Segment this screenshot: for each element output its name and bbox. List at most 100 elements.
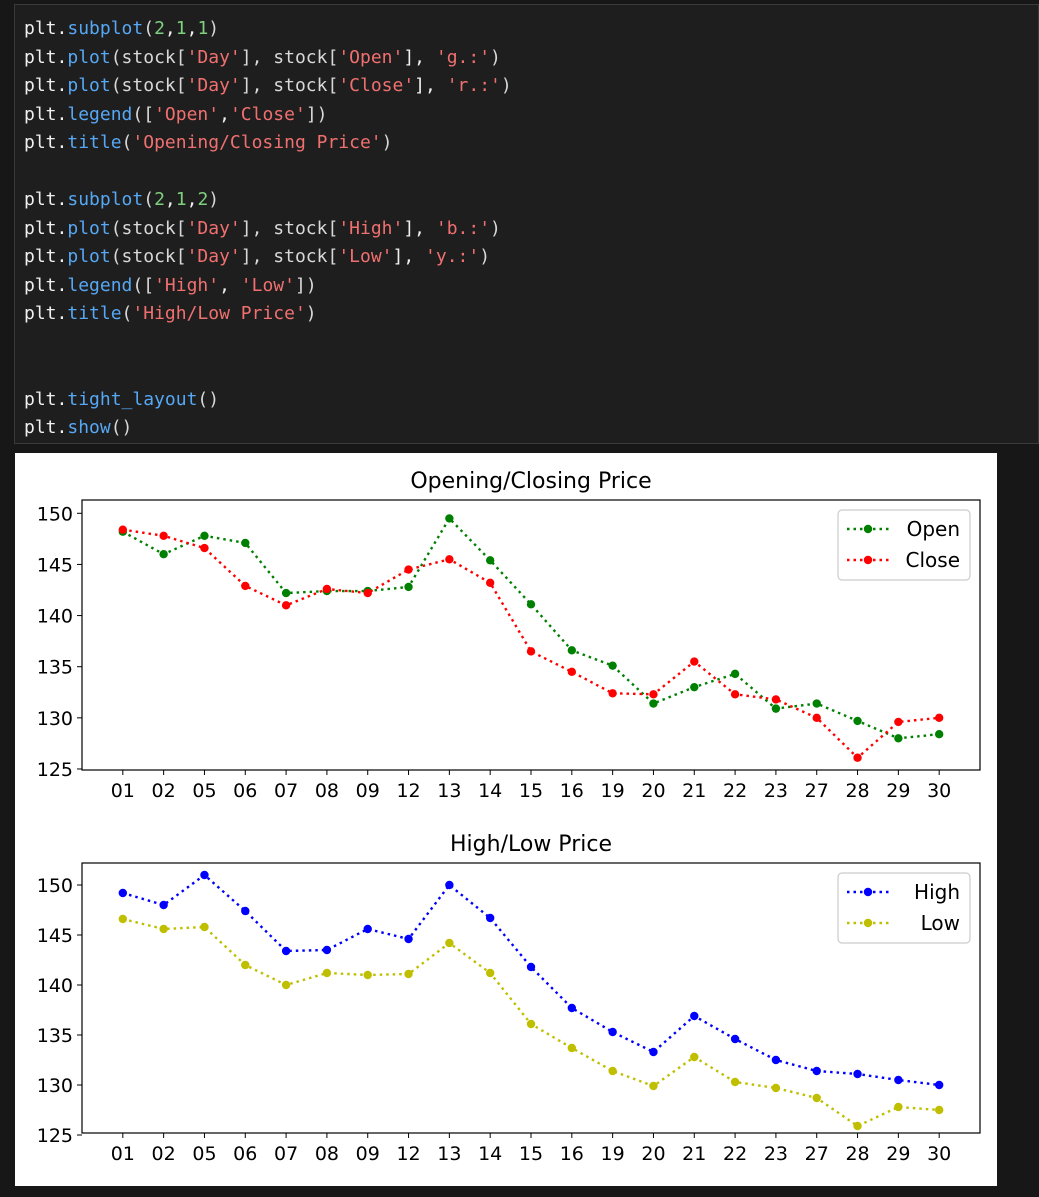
data-point bbox=[159, 550, 168, 559]
code-token: () bbox=[197, 388, 220, 410]
code-line bbox=[24, 329, 512, 358]
code-token: ], bbox=[403, 46, 436, 68]
code-token: legend bbox=[67, 274, 133, 296]
data-point bbox=[730, 1034, 740, 1044]
x-tick-label: 20 bbox=[641, 1143, 665, 1165]
code-token: 2 bbox=[197, 189, 209, 210]
code-token: legend bbox=[67, 103, 133, 125]
code-token: , bbox=[186, 18, 198, 39]
code-line: plt.plot(stock['Day'], stock['Open'], 'g… bbox=[24, 44, 512, 73]
y-tick-label: 130 bbox=[37, 1075, 73, 1097]
x-tick-label: 15 bbox=[519, 780, 543, 802]
data-point bbox=[812, 1066, 821, 1076]
data-point bbox=[526, 1019, 536, 1029]
subplot-high-low: High/Low Price 01 02 05 06 07 08 09 12 13 14 15 16 1… bbox=[37, 832, 981, 1165]
code-line: plt.tight_layout() bbox=[24, 386, 512, 415]
data-point bbox=[853, 1069, 862, 1079]
data-point bbox=[445, 514, 454, 523]
x-tick-label: 02 bbox=[152, 780, 176, 802]
x-tick-label: 23 bbox=[764, 1143, 788, 1165]
y-tick-label: 150 bbox=[37, 875, 73, 897]
data-point bbox=[281, 980, 291, 990]
code-token: plt. bbox=[24, 417, 68, 438]
code-token: , bbox=[219, 274, 241, 296]
x-tick-label: 06 bbox=[233, 780, 257, 802]
x-tick-label: 14 bbox=[478, 780, 502, 802]
y-tick-label: 150 bbox=[37, 503, 73, 525]
data-point bbox=[567, 1043, 577, 1053]
data-point bbox=[608, 661, 617, 670]
code-line: plt.legend(['High', 'Low']) bbox=[24, 272, 512, 301]
data-point bbox=[159, 531, 168, 540]
x-tick-label: 30 bbox=[927, 1143, 951, 1165]
series-line-close bbox=[122, 528, 940, 760]
data-point bbox=[200, 870, 209, 880]
legend-marker bbox=[863, 887, 873, 897]
data-point bbox=[771, 695, 781, 704]
code-token: ], bbox=[392, 246, 426, 267]
code-token: ([ bbox=[132, 274, 155, 296]
data-point bbox=[934, 730, 944, 739]
code-token: 'Low' bbox=[240, 274, 295, 296]
code-token: ) bbox=[208, 189, 220, 210]
legend-marker bbox=[863, 524, 873, 534]
data-point bbox=[485, 578, 495, 588]
data-point bbox=[526, 600, 536, 609]
code-token: plt. bbox=[24, 303, 68, 324]
data-point bbox=[771, 704, 781, 713]
data-point bbox=[567, 667, 577, 677]
y-tick-label: 135 bbox=[37, 1025, 73, 1047]
data-point bbox=[690, 657, 699, 666]
code-token: 2 bbox=[154, 189, 165, 210]
legend: Open Close bbox=[837, 509, 971, 581]
code-token: 'Opening/Closing Price' bbox=[132, 132, 382, 153]
code-token: ( bbox=[143, 189, 155, 210]
code-token: plt. bbox=[24, 75, 68, 96]
code-token: 'y.:' bbox=[425, 246, 480, 267]
code-token: 'Close' bbox=[338, 75, 415, 96]
x-tick-label: 16 bbox=[560, 780, 584, 802]
y-tick-label: 125 bbox=[37, 759, 73, 781]
x-tick-label: 09 bbox=[356, 1143, 380, 1165]
x-tick-label: 16 bbox=[560, 1143, 584, 1165]
data-point bbox=[526, 962, 536, 972]
data-point bbox=[404, 582, 413, 592]
data-point bbox=[690, 1052, 699, 1062]
code-token: , bbox=[164, 189, 176, 210]
x-tick-label: 12 bbox=[396, 1143, 420, 1165]
x-tick-label: 07 bbox=[274, 1143, 298, 1165]
series-line-open bbox=[122, 516, 940, 740]
code-token: ) bbox=[490, 217, 501, 239]
x-tick-label: 29 bbox=[886, 780, 910, 802]
code-line: plt.show() bbox=[24, 414, 512, 443]
code-token: ], bbox=[414, 75, 447, 96]
code-token: 'Open' bbox=[338, 46, 404, 68]
x-tick-label: 28 bbox=[845, 780, 869, 802]
data-point bbox=[200, 922, 209, 932]
x-tick-label: 01 bbox=[111, 1143, 135, 1165]
series-line-high bbox=[122, 873, 940, 1087]
code-token: 'Low' bbox=[338, 246, 393, 267]
data-point bbox=[894, 717, 903, 727]
code-token: 1 bbox=[175, 18, 187, 39]
code-cell[interactable]: plt.subplot(2,1,1) plt.plot(stock['Day'],… bbox=[14, 4, 1039, 444]
code-token: plot bbox=[67, 46, 111, 68]
data-point bbox=[690, 682, 699, 692]
code-token: subplot bbox=[67, 189, 144, 210]
code-line: plt.subplot(2,1,1) bbox=[24, 15, 512, 44]
data-point bbox=[812, 1093, 821, 1103]
code-line: plt.plot(stock['Day'], stock['Close'], '… bbox=[24, 72, 512, 101]
data-point bbox=[363, 970, 372, 980]
code-editor[interactable]: plt.subplot(2,1,1) plt.plot(stock['Day'],… bbox=[24, 15, 512, 443]
data-point bbox=[445, 555, 454, 564]
code-token: 'g.:' bbox=[435, 46, 491, 68]
code-token: tight_layout bbox=[67, 388, 198, 410]
x-tick-label: 21 bbox=[682, 780, 706, 802]
code-line: plt.title('High/Low Price') bbox=[24, 300, 512, 329]
code-token: ( bbox=[121, 132, 133, 153]
legend-label: High bbox=[914, 880, 960, 904]
data-point bbox=[649, 699, 658, 708]
data-point bbox=[485, 968, 495, 978]
x-tick-label: 19 bbox=[601, 1143, 625, 1165]
code-token: plt. bbox=[24, 217, 68, 239]
